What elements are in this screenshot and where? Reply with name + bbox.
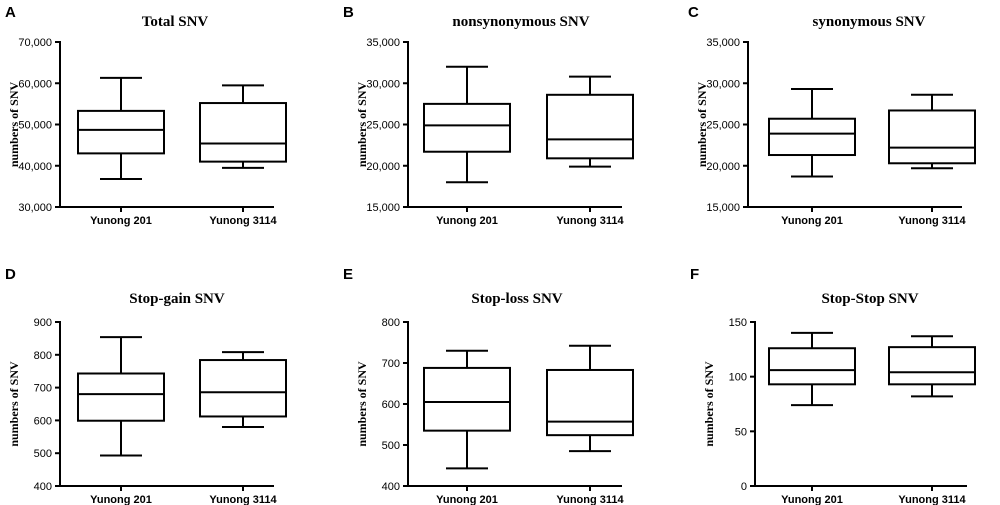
panel-a: A Total SNV numbers of SNV 30,000 40,000 50,0…: [5, 4, 287, 227]
panel-letter: C: [688, 4, 699, 21]
iqr-box: [199, 359, 287, 418]
chart-title: Stop-loss SNV: [471, 291, 562, 307]
x-category-label: Yunong 3114: [209, 215, 277, 227]
x-category-label: Yunong 201: [90, 494, 152, 505]
panel-d: D Stop-gain SNV numbers of SNV 400 500 600 700…: [5, 266, 287, 505]
y-tick-label: 500: [34, 448, 52, 460]
y-axis-label: numbers of SNV: [355, 361, 369, 447]
y-tick-label: 50: [735, 426, 747, 438]
y-axis-label: numbers of SNV: [7, 361, 21, 447]
y-tick-label: 25,000: [706, 120, 740, 132]
y-tick-label: 30,000: [366, 78, 400, 90]
x-category-label: Yunong 3114: [556, 494, 624, 505]
iqr-box: [546, 368, 634, 437]
x-category-label: Yunong 3114: [898, 494, 966, 505]
x-category-label: Yunong 3114: [209, 494, 277, 505]
boxplot-yunong-3114: [888, 335, 976, 398]
iqr-box: [77, 372, 165, 422]
iqr-box: [423, 366, 511, 432]
x-category-label: Yunong 201: [436, 215, 498, 227]
y-tick-label: 35,000: [706, 37, 740, 49]
boxplot-yunong-3114: [199, 351, 287, 428]
panel-letter: B: [343, 4, 354, 21]
y-tick-label: 600: [382, 399, 400, 411]
chart-title: synonymous SNV: [813, 14, 926, 30]
chart-title: Stop-gain SNV: [129, 291, 225, 307]
x-category-label: Yunong 201: [436, 494, 498, 505]
y-tick-label: 0: [741, 481, 747, 493]
boxplot-yunong-201: [423, 349, 511, 470]
boxplot-yunong-201: [77, 336, 165, 457]
y-tick-label: 600: [34, 415, 52, 427]
y-axis-label: numbers of SNV: [7, 81, 21, 167]
y-tick-label: 20,000: [706, 161, 740, 173]
chart-title: nonsynonymous SNV: [452, 14, 589, 30]
y-axis-label: numbers of SNV: [695, 81, 709, 167]
boxplot-yunong-3114: [546, 75, 634, 168]
y-tick-label: 800: [382, 317, 400, 329]
y-tick-label: 500: [382, 440, 400, 452]
boxplot-yunong-201: [77, 76, 165, 180]
iqr-box: [768, 117, 856, 157]
y-tick-label: 15,000: [366, 202, 400, 214]
x-category-label: Yunong 201: [781, 494, 843, 505]
x-category-label: Yunong 201: [90, 215, 152, 227]
iqr-box: [888, 109, 976, 165]
iqr-box: [77, 109, 165, 155]
y-tick-label: 30,000: [18, 202, 52, 214]
boxplot-yunong-3114: [546, 344, 634, 453]
panel-letter: A: [5, 4, 16, 21]
iqr-box: [546, 93, 634, 160]
x-category-label: Yunong 201: [781, 215, 843, 227]
chart-title: Total SNV: [142, 14, 209, 30]
x-category-label: Yunong 3114: [898, 215, 966, 227]
y-tick-label: 15,000: [706, 202, 740, 214]
panel-f: F Stop-Stop SNV numbers of SNV 0 50 100 150 Yun…: [690, 266, 976, 505]
y-tick-label: 35,000: [366, 37, 400, 49]
iqr-box: [888, 346, 976, 386]
panel-e: E Stop-loss SNV numbers of SNV 400 500 600 700…: [343, 266, 634, 505]
y-tick-label: 400: [34, 481, 52, 493]
y-tick-label: 100: [729, 372, 747, 384]
boxplot-yunong-201: [423, 65, 511, 184]
y-axis-label: numbers of SNV: [702, 361, 716, 447]
y-tick-label: 150: [729, 317, 747, 329]
iqr-box: [199, 102, 287, 163]
y-tick-label: 700: [382, 358, 400, 370]
y-tick-label: 70,000: [18, 37, 52, 49]
y-tick-label: 800: [34, 350, 52, 362]
boxplot-yunong-3114: [888, 93, 976, 170]
iqr-box: [423, 102, 511, 153]
chart-title: Stop-Stop SNV: [821, 291, 918, 307]
boxplot-yunong-201: [768, 88, 856, 178]
y-tick-label: 40,000: [18, 161, 52, 173]
y-tick-label: 25,000: [366, 120, 400, 132]
panel-letter: E: [343, 266, 353, 283]
y-tick-label: 50,000: [18, 120, 52, 132]
y-tick-label: 30,000: [706, 78, 740, 90]
y-tick-label: 900: [34, 317, 52, 329]
y-tick-label: 20,000: [366, 161, 400, 173]
boxplot-yunong-201: [768, 331, 856, 407]
x-category-label: Yunong 3114: [556, 215, 624, 227]
y-tick-label: 400: [382, 481, 400, 493]
panel-letter: D: [5, 266, 16, 283]
iqr-box: [768, 347, 856, 386]
y-tick-label: 60,000: [18, 78, 52, 90]
panel-letter: F: [690, 266, 699, 283]
y-tick-label: 700: [34, 383, 52, 395]
y-axis-label: numbers of SNV: [355, 81, 369, 167]
boxplot-yunong-3114: [199, 84, 287, 169]
